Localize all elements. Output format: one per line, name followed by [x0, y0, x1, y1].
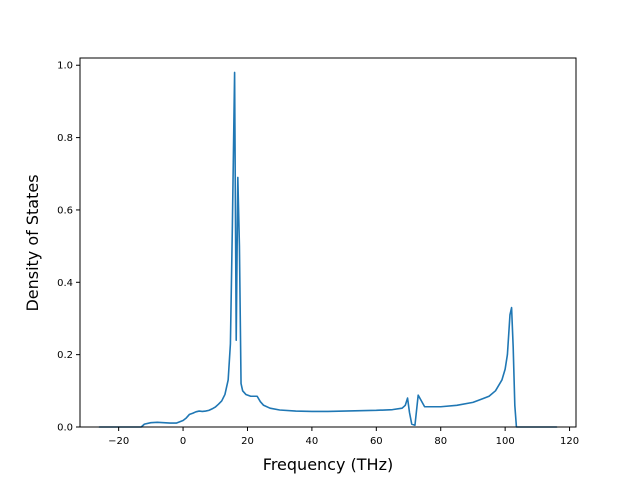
y-tick-label: 0.0 — [57, 423, 73, 434]
x-tick-label: −20 — [108, 436, 129, 447]
y-tick-label: 1.0 — [57, 61, 73, 72]
x-tick-label: 100 — [496, 436, 515, 447]
x-tick-label: 40 — [306, 436, 319, 447]
x-tick-label: 20 — [241, 436, 254, 447]
series-line-0 — [98, 71, 558, 428]
plot-area — [98, 71, 558, 428]
y-tick-label: 0.2 — [57, 350, 73, 361]
x-tick-label: 60 — [370, 436, 383, 447]
y-tick-label: 0.6 — [57, 205, 73, 216]
y-tick-label: 0.4 — [57, 278, 73, 289]
y-tick-label: 0.8 — [57, 133, 73, 144]
plot-frame — [79, 57, 577, 428]
x-tick-label: 120 — [560, 436, 579, 447]
x-tick-label: 80 — [434, 436, 447, 447]
x-axis-label: Frequency (THz) — [263, 455, 393, 474]
x-tick-label: 0 — [180, 436, 186, 447]
y-axis-label: Density of States — [23, 174, 42, 311]
axes: −20 0 20 40 60 80 100 120 0.0 0.2 0.4 0.6 0.8 1.0 — [57, 57, 579, 447]
